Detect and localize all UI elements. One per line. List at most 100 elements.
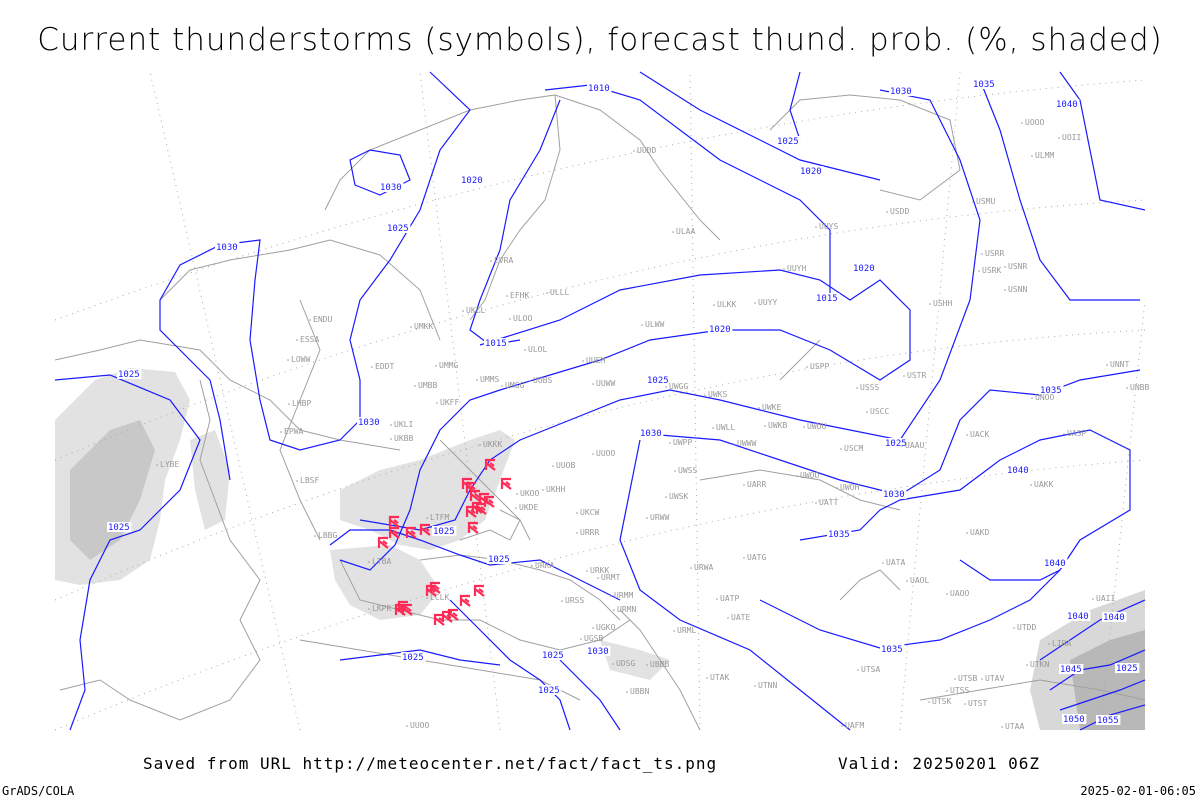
isobar-label: 1030 <box>640 429 662 439</box>
isobar-label: 1025 <box>118 370 140 380</box>
station-label: UUYY <box>758 298 777 307</box>
station-label: UNBB <box>1130 383 1149 392</box>
station-label: USNR <box>1008 262 1027 271</box>
station-label: URML <box>677 626 696 635</box>
station-label: UACK <box>970 430 989 439</box>
station-label: URWA <box>694 563 713 572</box>
station-label: UARR <box>747 480 766 489</box>
station-label: UTST <box>968 699 987 708</box>
station-label: USPP <box>810 362 829 371</box>
station-label: UAOO <box>950 589 969 598</box>
station-label: LCLK <box>430 593 449 602</box>
station-label: LYBE <box>160 460 179 469</box>
station-label: LTFM <box>430 513 449 522</box>
station-label: UKOO <box>520 489 539 498</box>
station-label: UWKB <box>768 421 787 430</box>
station-label: USNN <box>1008 285 1027 294</box>
station-label: UNOO <box>1035 393 1054 402</box>
isobar-label: 1010 <box>588 84 610 94</box>
station-label: ULWW <box>645 320 664 329</box>
isobar-label: 1030 <box>380 183 402 193</box>
station-label: UKLI <box>394 420 413 429</box>
isobar-label: 1035 <box>828 530 850 540</box>
station-label: UATP <box>720 594 739 603</box>
map-title: Current thunderstorms (symbols), forecas… <box>37 22 1163 58</box>
station-label: LBSF <box>300 476 319 485</box>
station-label: ULOO <box>513 314 532 323</box>
station-label: UKDE <box>519 503 538 512</box>
station-label: USRR <box>985 249 1004 258</box>
station-label: ULMM <box>1035 151 1054 160</box>
station-label: UKHH <box>546 485 565 494</box>
station-label: UATE <box>731 613 750 622</box>
station-label: URMM <box>614 591 633 600</box>
station-label: URMT <box>601 573 620 582</box>
isobar-label: 1040 <box>1067 612 1089 622</box>
station-label: URRR <box>580 528 599 537</box>
station-label: ULOL <box>528 345 547 354</box>
isobar-label: 1025 <box>542 651 564 661</box>
station-label: UMMS <box>480 375 499 384</box>
station-label: UUOO <box>410 721 429 730</box>
isobar-label: 1035 <box>973 80 995 90</box>
generation-timestamp: 2025-02-01-06:05 <box>1080 784 1196 798</box>
station-label: UUOB <box>556 461 575 470</box>
station-label: URSS <box>565 596 584 605</box>
thunderstorm-symbol <box>473 584 485 597</box>
station-label: UAKD <box>970 528 989 537</box>
thunderstorm-symbol <box>377 536 389 549</box>
isobar-label: 1025 <box>108 523 130 533</box>
thunderstorm-symbol <box>465 505 477 518</box>
thunderstorm-symbol <box>394 603 406 616</box>
isobar-label: 1025 <box>433 527 455 537</box>
isobar-label: 1025 <box>488 555 510 565</box>
station-label: EVRA <box>494 256 513 265</box>
thunderstorm-symbol <box>405 526 417 539</box>
station-label: LIRA <box>1052 639 1071 648</box>
thunderstorm-symbol <box>433 613 445 626</box>
station-label: USHH <box>933 299 952 308</box>
station-label: UMGG <box>505 381 524 390</box>
isobar-label: 1030 <box>890 87 912 97</box>
station-label: EDDT <box>375 362 394 371</box>
isobar-label: 1035 <box>881 645 903 655</box>
isobar-labels: 1010 1030 1035 1040 1025 1020 1030 1020 1025 1030… <box>107 79 1140 726</box>
isobar-label: 1025 <box>885 439 907 449</box>
thunderstorm-symbol <box>483 495 495 508</box>
thunderstorm-symbol <box>475 502 487 515</box>
isobar-label: 1025 <box>647 376 669 386</box>
thunderstorm-symbol <box>500 477 512 490</box>
station-label: EPWA <box>284 427 303 436</box>
isobar-label: 1025 <box>538 686 560 696</box>
thunderstorm-symbol <box>467 521 479 534</box>
station-label: UNNT <box>1110 360 1129 369</box>
station-label: UMKK <box>414 322 433 331</box>
station-label: URMN <box>617 605 636 614</box>
station-label: UATA <box>886 558 905 567</box>
station-label: UTSS <box>950 686 969 695</box>
station-label: ULAA <box>676 227 695 236</box>
station-label: UTNN <box>758 681 777 690</box>
isobar-label: 1030 <box>358 418 380 428</box>
source-url-text: Saved from URL http://meteocenter.net/fa… <box>143 754 718 773</box>
station-label: UUYS <box>819 222 838 231</box>
station-label: UTAA <box>1005 722 1024 731</box>
software-credit: GrADS/COLA <box>2 784 75 798</box>
thunderstorm-symbol <box>459 594 471 607</box>
station-label: UTSB <box>958 674 977 683</box>
station-label: UUDD <box>637 146 656 155</box>
station-label: UAII <box>1096 594 1115 603</box>
thunderstorm-symbol <box>469 489 481 502</box>
station-label: UWUU <box>807 422 826 431</box>
station-label: EFHK <box>510 291 529 300</box>
station-label: UASP <box>1067 429 1086 438</box>
station-label: UOII <box>1062 133 1081 142</box>
station-label: UWKS <box>708 390 727 399</box>
isobar-label: 1035 <box>1040 386 1062 396</box>
station-label: UATT <box>819 498 838 507</box>
station-label: UTSK <box>932 697 951 706</box>
isobars <box>54 71 1146 731</box>
station-labels: ENDU UUYH UUYS ULAA ULLL ULOO ULOL UMKK UMMG UMBB… <box>156 118 1149 731</box>
station-label: UAFM <box>845 721 864 730</box>
map-area: 1010 1030 1035 1040 1025 1020 1030 1020 1025 1030… <box>54 71 1149 731</box>
